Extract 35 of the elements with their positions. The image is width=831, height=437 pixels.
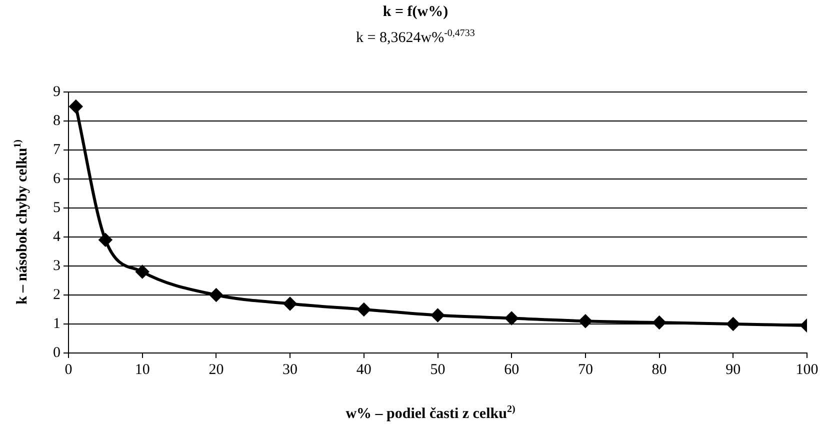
x-axis-title: w% – podiel časti z celku$^{2)}$: [344, 404, 516, 423]
point: [652, 316, 666, 330]
y-tick-label: 4: [53, 228, 61, 245]
y-tick-label: 6: [53, 170, 61, 187]
chart-title: k = f(w%): [382, 4, 450, 21]
chart-subtitle: k = 8,3624w%$^{-0,4733}$: [355, 28, 476, 47]
y-tick-label: 1: [53, 316, 60, 332]
point: [284, 297, 297, 310]
point: [726, 318, 740, 330]
y-tick-label: 8: [53, 112, 60, 129]
x-tick-label: 70: [578, 362, 593, 378]
point: [431, 308, 444, 322]
x-tick-label: 50: [430, 362, 446, 378]
point: [210, 288, 223, 302]
x-tick-label: 60: [504, 362, 520, 378]
y-tick-label: 3: [53, 258, 60, 274]
point: [69, 100, 82, 113]
y-tick-label: 9: [53, 84, 60, 100]
point: [136, 265, 149, 278]
y-tick-label: 0: [53, 344, 60, 361]
point: [578, 314, 592, 328]
x-tick-label: 90: [726, 362, 741, 378]
x-tick-label: 40: [356, 362, 372, 378]
y-tick-label: 5: [53, 200, 60, 216]
x-tick-label: 100: [796, 362, 818, 378]
point: [505, 312, 518, 325]
y-tick-label: 7: [53, 142, 61, 158]
x-tick-label: 10: [134, 362, 150, 378]
x-tick-label: 0: [64, 362, 72, 378]
x-tick-label: 20: [208, 362, 224, 378]
y-tick-label: 2: [53, 286, 60, 303]
point: [357, 303, 370, 316]
x-tick-label: 80: [652, 362, 667, 378]
x-tick-label: 30: [282, 362, 298, 378]
point: [98, 233, 112, 246]
